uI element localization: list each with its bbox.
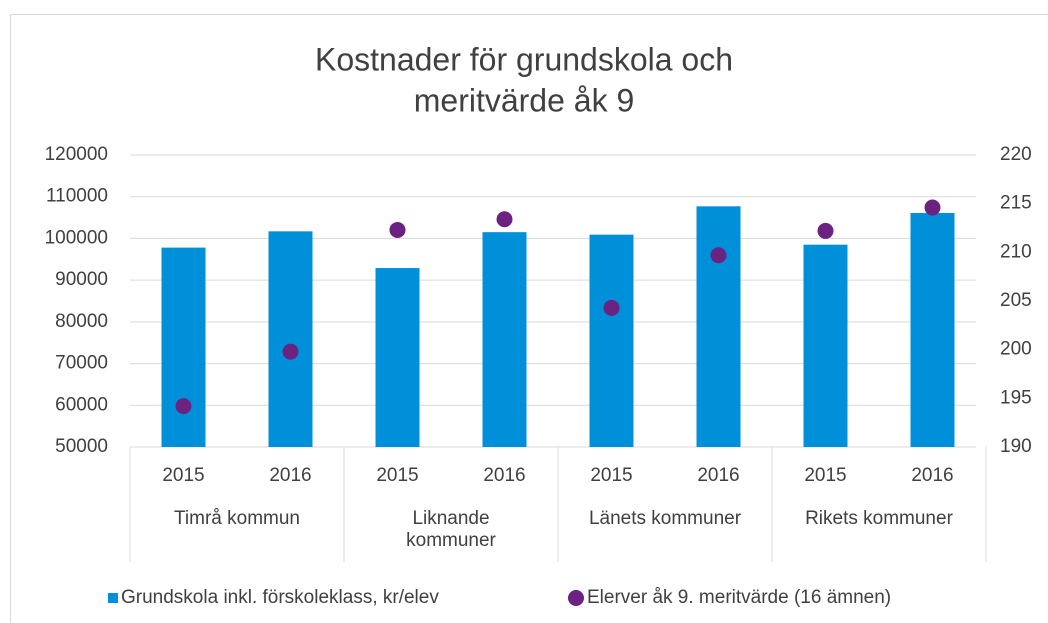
dot xyxy=(496,211,513,228)
bar xyxy=(696,206,741,447)
x-tick-label: 2016 xyxy=(911,465,953,486)
dot xyxy=(175,398,192,415)
bar xyxy=(375,268,420,447)
y2-tick-label: 195 xyxy=(1000,387,1032,408)
bar xyxy=(268,231,313,447)
y-tick-label: 70000 xyxy=(55,353,108,374)
dot xyxy=(389,221,406,238)
bar xyxy=(803,244,848,447)
y-tick-label: 110000 xyxy=(46,186,108,207)
dot xyxy=(710,247,727,264)
bar xyxy=(910,212,955,447)
bar xyxy=(589,234,634,447)
group-label: Länets kommuner xyxy=(588,508,742,529)
legend-label: Grundskola inkl. förskoleklass, kr/elev xyxy=(121,587,439,608)
x-tick-label: 2015 xyxy=(376,465,418,486)
legend-swatch xyxy=(568,590,584,606)
dot xyxy=(282,343,299,360)
y2-tick-label: 205 xyxy=(1000,290,1032,311)
x-tick-label: 2015 xyxy=(162,465,204,486)
y-tick-label: 60000 xyxy=(55,394,108,415)
y2-tick-label: 215 xyxy=(1000,193,1032,214)
y2-tick-label: 190 xyxy=(1000,436,1032,457)
y2-tick-label: 200 xyxy=(1000,339,1032,360)
y-tick-label: 100000 xyxy=(45,227,108,248)
chart-title: meritvärde åk 9 xyxy=(414,82,635,118)
y-tick-label: 80000 xyxy=(55,311,108,332)
group-label: Timrå kommun xyxy=(174,508,300,529)
y-tick-label: 90000 xyxy=(55,269,108,290)
dot xyxy=(603,299,620,316)
y2-tick-label: 220 xyxy=(1000,144,1032,165)
y-tick-label: 120000 xyxy=(45,144,108,165)
bar xyxy=(482,232,527,447)
dot xyxy=(817,222,834,239)
group-label: Rikets kommuner xyxy=(805,508,953,529)
x-tick-label: 2016 xyxy=(269,465,311,486)
x-tick-label: 2016 xyxy=(697,465,739,486)
x-tick-label: 2015 xyxy=(804,465,846,486)
bar xyxy=(161,247,206,447)
group-label: Liknande kommuner xyxy=(406,508,496,551)
y2-tick-label: 210 xyxy=(1000,241,1032,262)
x-tick-label: 2016 xyxy=(483,465,525,486)
dot xyxy=(924,199,941,216)
legend-label: Elerver åk 9. meritvärde (16 ämnen) xyxy=(587,587,891,608)
y-tick-label: 50000 xyxy=(55,436,108,457)
x-tick-label: 2015 xyxy=(590,465,632,486)
legend-swatch xyxy=(108,593,118,603)
chart-title: Kostnader för grundskola och xyxy=(315,41,733,77)
